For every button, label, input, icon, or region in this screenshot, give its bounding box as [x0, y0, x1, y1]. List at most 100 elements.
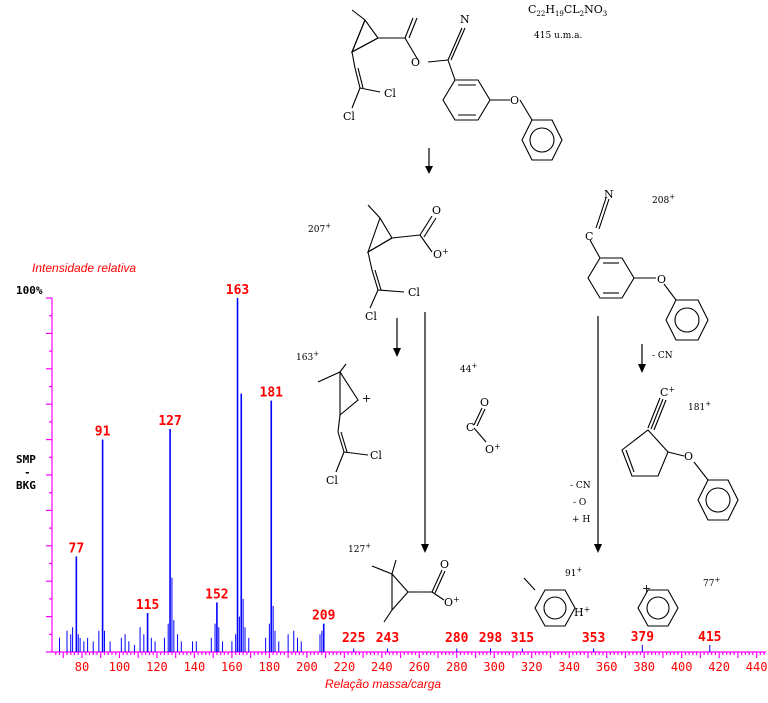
peak-label: 152 — [205, 587, 228, 602]
frag-91-label: 91+ — [565, 566, 582, 579]
frag-163-cl-a: Cl — [370, 449, 382, 462]
y-top-label: 100% — [16, 284, 43, 297]
peak-label: 415 — [698, 630, 721, 645]
minor-peaks — [58, 577, 711, 652]
peak-label: 315 — [511, 631, 534, 646]
parent-molecule: N O O Cl Cl C22H19CL2NO3 415 u.m.a. — [343, 3, 607, 161]
frag-163-label: 163+ — [296, 350, 319, 363]
x-tick-label: 440 — [746, 660, 768, 674]
parent-atom-n: N — [460, 13, 470, 26]
side-label-dash: - — [24, 466, 31, 479]
parent-formula: C22H19CL2NO3 — [528, 3, 607, 18]
parent-atom-cl-a: Cl — [384, 87, 396, 100]
major-peaks — [75, 298, 325, 652]
x-tick-label: 180 — [259, 660, 281, 674]
mass-spectrum: Intensidade relativa 100% SMP - BKG 80 10… — [16, 261, 767, 691]
arrow-parent-down — [425, 148, 433, 174]
loss-cn-label: - CN — [652, 351, 673, 361]
peak-label: 115 — [136, 598, 159, 613]
frag-207-o-top: O — [432, 204, 441, 217]
loss-cn2-label: - CN — [570, 481, 591, 491]
x-axis-ticks: 80 100 120 140 160 180 200 220 240 260 280 300 320 34… — [55, 652, 768, 674]
peak-label: 280 — [445, 631, 469, 646]
frag-208-o: O — [657, 273, 666, 286]
frag-77-label: 77+ — [703, 576, 720, 589]
frag-44-c: C — [466, 421, 474, 434]
x-axis-title: Relação massa/carga — [325, 677, 441, 691]
frag-163-ring-charge: + — [362, 392, 371, 405]
side-label-bkg: BKG — [16, 479, 36, 492]
x-tick-label: 120 — [146, 660, 168, 674]
frag-207-cl-a: Cl — [408, 286, 420, 299]
x-tick-label: 400 — [671, 660, 693, 674]
x-tick-label: 140 — [184, 660, 206, 674]
x-tick-label: 360 — [596, 660, 618, 674]
peak-label: 181 — [260, 386, 284, 401]
arrow-207-127 — [421, 312, 429, 553]
x-tick-label: 320 — [521, 660, 543, 674]
y-axis-ticks — [46, 297, 52, 653]
fragment-181: 181+ C+ O — [621, 385, 739, 521]
arrow-207-163 — [393, 318, 401, 357]
fragment-91: 91+ H+ — [523, 566, 590, 627]
frag-77-ring-charge: + — [642, 582, 651, 595]
fragment-44: 44+ C O O+ — [460, 362, 501, 456]
peak-label: 225 — [342, 631, 365, 646]
frag-91-h: H+ — [574, 605, 590, 619]
frag-127-o-top: O — [440, 558, 449, 571]
peak-label: 379 — [631, 630, 654, 645]
frag-127-label: 127+ — [348, 542, 371, 555]
x-tick-label: 260 — [408, 660, 430, 674]
peak-labels: 77 91 115 127 152 163 181 209 225 243 280 298 315 353… — [69, 283, 722, 646]
frag-208-n: N — [604, 188, 614, 201]
frag-181-c: C+ — [660, 385, 675, 399]
parent-atom-o: O — [411, 56, 420, 69]
x-tick-label: 220 — [334, 660, 356, 674]
peak-label: 298 — [479, 631, 503, 646]
frag-127-o-ion: O+ — [444, 595, 460, 609]
fragment-207: 207+ O O+ Cl Cl — [308, 204, 449, 323]
frag-163-cl-b: Cl — [326, 474, 338, 487]
arrow-208-91: - CN - O + H — [570, 316, 602, 553]
peak-label: 127 — [158, 414, 181, 429]
peak-label: 353 — [582, 631, 605, 646]
peak-label: 243 — [376, 631, 399, 646]
x-tick-label: 240 — [371, 660, 393, 674]
frag-207-cl-b: Cl — [365, 310, 377, 323]
x-tick-label: 420 — [708, 660, 730, 674]
arrow-208-181: - CN — [638, 344, 673, 373]
loss-o-label: - O — [573, 498, 586, 508]
fragment-163: 163+ + Cl Cl — [296, 350, 382, 487]
x-tick-label: 380 — [633, 660, 655, 674]
x-tick-label: 340 — [558, 660, 580, 674]
frag-181-label: 181+ — [688, 400, 711, 413]
frag-207-o-ion: O+ — [433, 247, 449, 261]
frag-207-label: 207+ — [308, 222, 331, 235]
frag-44-o-ion: O+ — [485, 442, 501, 456]
parent-mass: 415 u.m.a. — [534, 31, 582, 41]
peak-label: 77 — [69, 541, 85, 556]
peak-label: 163 — [226, 283, 249, 298]
x-tick-label: 300 — [483, 660, 505, 674]
parent-atom-cl-b: Cl — [343, 110, 355, 123]
frag-181-o: O — [684, 450, 693, 463]
side-label-smp: SMP — [16, 453, 36, 466]
x-tick-label: 280 — [446, 660, 468, 674]
gain-h-label: + H — [572, 515, 590, 525]
x-tick-label: 80 — [75, 660, 89, 674]
parent-atom-o-ether: O — [510, 94, 519, 107]
frag-208-c: C — [585, 230, 593, 243]
y-axis-title: Intensidade relativa — [32, 261, 136, 275]
fragment-77: 77+ + — [637, 576, 720, 627]
fragment-127: 127+ O O+ — [348, 542, 460, 623]
x-tick-label: 200 — [296, 660, 318, 674]
fragment-208: 208+ N C O — [585, 188, 709, 341]
frag-44-label: 44+ — [460, 362, 477, 375]
frag-44-o-top: O — [480, 396, 489, 409]
x-tick-label: 160 — [221, 660, 243, 674]
frag-208-label: 208+ — [652, 193, 675, 206]
peak-label: 209 — [312, 609, 335, 624]
x-tick-label: 100 — [109, 660, 131, 674]
peak-label: 91 — [95, 425, 111, 440]
